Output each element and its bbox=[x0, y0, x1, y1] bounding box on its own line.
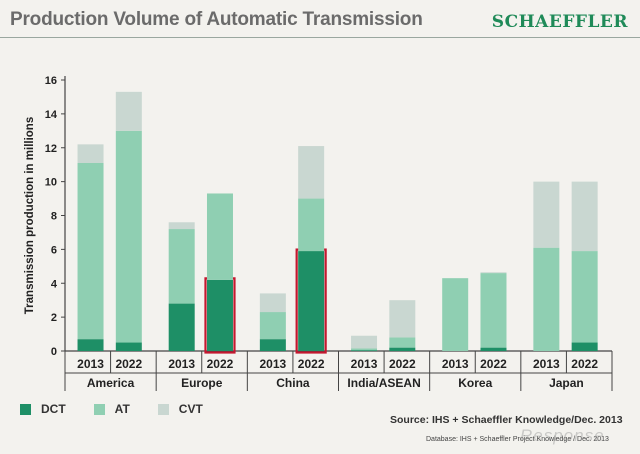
bar-dct-2022 bbox=[206, 279, 233, 351]
legend-label-at: AT bbox=[114, 402, 130, 416]
bar-at-2013 bbox=[168, 229, 195, 304]
legend-entry-cvt: CVT bbox=[157, 402, 203, 416]
category-label: 2013 bbox=[351, 357, 378, 371]
y-tick-label: 14 bbox=[45, 109, 58, 121]
database-note: Database: IHS + Schaeffler Project Knowl… bbox=[426, 436, 609, 443]
y-tick-label: 0 bbox=[51, 346, 57, 358]
bar-cvt-2013 bbox=[168, 222, 195, 230]
bar-at-2013 bbox=[533, 247, 560, 351]
source-note: Source: IHS + Schaeffler Knowledge/Dec. … bbox=[390, 414, 623, 426]
bar-dct-2022 bbox=[480, 347, 507, 351]
bar-at-2013 bbox=[77, 162, 104, 340]
region-label: Japan bbox=[549, 376, 584, 390]
bar-dct-2013 bbox=[259, 339, 286, 351]
category-label: 2013 bbox=[533, 357, 560, 371]
legend-swatch-cvt bbox=[157, 403, 169, 415]
slide-title: Production Volume of Automatic Transmiss… bbox=[10, 9, 423, 30]
y-tick-label: 16 bbox=[45, 75, 57, 87]
bar-at-2013 bbox=[442, 278, 469, 351]
category-label: 2013 bbox=[168, 357, 195, 371]
category-label: 2022 bbox=[571, 357, 598, 371]
legend-label-dct: DCT bbox=[41, 402, 66, 416]
bar-cvt-2022 bbox=[115, 91, 142, 131]
bar-dct-2022 bbox=[115, 342, 142, 351]
bar-cvt-2013 bbox=[351, 335, 378, 349]
y-tick-label: 4 bbox=[51, 278, 58, 290]
category-label: 2022 bbox=[115, 357, 142, 371]
category-label: 2022 bbox=[298, 357, 325, 371]
legend-entry-at: AT bbox=[93, 402, 130, 416]
bar-cvt-2022 bbox=[571, 181, 598, 252]
bar-cvt-2013 bbox=[77, 144, 104, 163]
y-tick-label: 2 bbox=[51, 312, 57, 324]
category-label: 2022 bbox=[207, 357, 234, 371]
bar-cvt-2022 bbox=[480, 272, 507, 274]
legend-swatch-at bbox=[93, 403, 105, 415]
bar-at-2013 bbox=[351, 348, 378, 351]
bar-dct-2022 bbox=[389, 347, 416, 351]
legend-entry-dct: DCT bbox=[20, 402, 66, 416]
category-label: 2013 bbox=[260, 357, 287, 371]
bar-dct-2013 bbox=[168, 303, 195, 351]
y-tick-label: 8 bbox=[51, 211, 57, 223]
bar-at-2022 bbox=[115, 130, 142, 343]
bar-at-2013 bbox=[259, 312, 286, 340]
region-label: China bbox=[276, 376, 310, 390]
bar-dct-2022 bbox=[571, 342, 598, 351]
y-tick-label: 10 bbox=[45, 177, 57, 189]
bar-chart: 0 2 4 6 8 10 12 14 16 Transmission production in … bbox=[24, 75, 613, 391]
region-label: Korea bbox=[458, 376, 492, 390]
bar-cvt-2013 bbox=[533, 181, 560, 248]
bar-at-2022 bbox=[389, 337, 416, 348]
y-tick-label: 12 bbox=[45, 143, 57, 155]
bar-cvt-2013 bbox=[259, 293, 286, 313]
category-label: 2022 bbox=[480, 357, 507, 371]
region-label: Europe bbox=[181, 376, 223, 390]
y-axis-title: Transmission production in millions bbox=[24, 117, 36, 314]
category-label: 2013 bbox=[442, 357, 469, 371]
bar-dct-2013 bbox=[351, 350, 378, 351]
category-label: 2013 bbox=[77, 357, 104, 371]
y-tick-label: 6 bbox=[51, 244, 57, 256]
bar-at-2022 bbox=[298, 198, 325, 252]
bar-at-2022 bbox=[206, 193, 233, 280]
bar-at-2022 bbox=[480, 273, 507, 348]
legend-swatch-dct bbox=[20, 403, 31, 415]
bar-cvt-2022 bbox=[389, 300, 416, 338]
region-label: India/ASEAN bbox=[347, 376, 420, 390]
bar-dct-2022 bbox=[298, 251, 325, 351]
bar-dct-2013 bbox=[77, 339, 104, 351]
region-label: America bbox=[87, 376, 135, 390]
category-label: 2022 bbox=[389, 357, 416, 371]
bar-at-2022 bbox=[571, 251, 598, 343]
bar-cvt-2022 bbox=[298, 146, 325, 199]
title-divider bbox=[0, 37, 640, 38]
legend-label-cvt: CVT bbox=[178, 402, 203, 416]
chart-legend: DCT AT CVT bbox=[20, 402, 203, 416]
schaeffler-logo: SCHAEFFLER bbox=[491, 12, 628, 32]
response-watermark: Response. bbox=[520, 426, 611, 445]
